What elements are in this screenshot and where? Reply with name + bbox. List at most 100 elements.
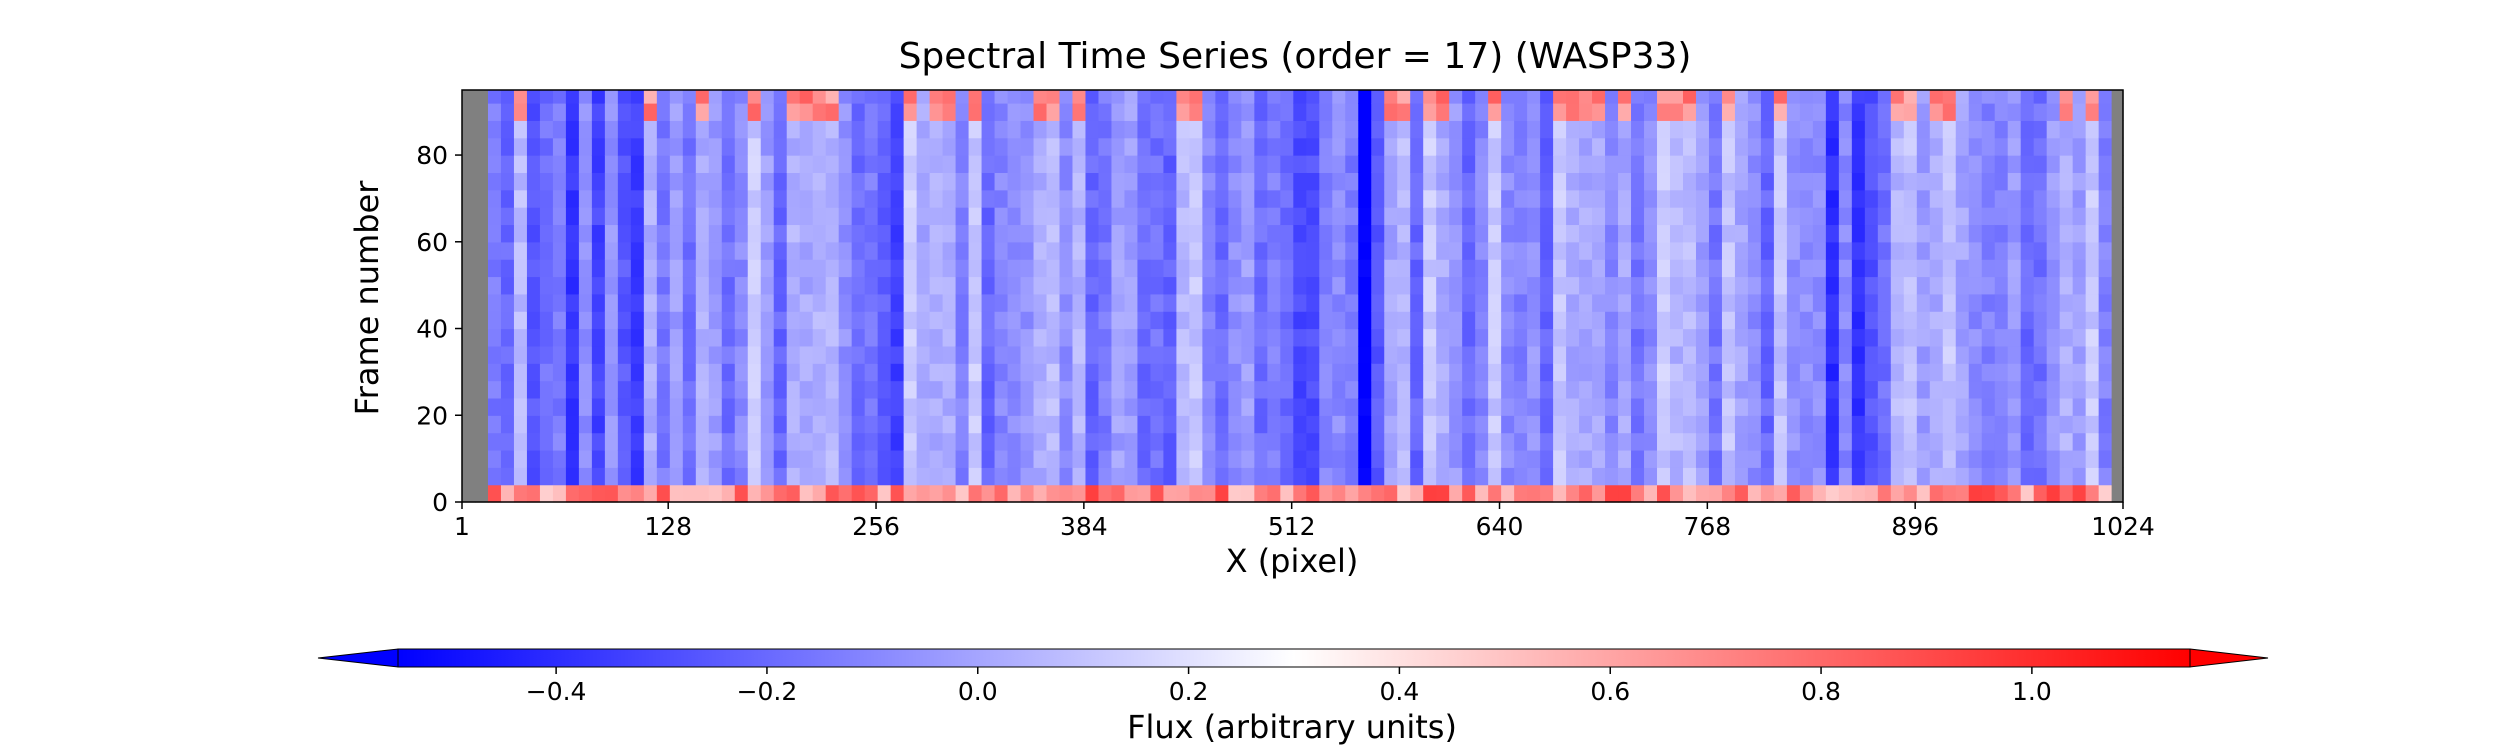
heatmap-cell xyxy=(695,380,710,399)
heatmap-cell xyxy=(994,90,1009,104)
heatmap-cell xyxy=(1981,207,1996,226)
heatmap-cell xyxy=(1150,189,1165,208)
heatmap-cell xyxy=(1046,103,1061,121)
heatmap-cell xyxy=(1618,120,1632,139)
heatmap-cell xyxy=(1098,259,1113,278)
heatmap-cell xyxy=(1267,363,1281,382)
heatmap-cell xyxy=(916,120,931,139)
heatmap-cell xyxy=(1631,241,1645,260)
heatmap-cell xyxy=(1579,155,1593,173)
heatmap-cell xyxy=(617,155,632,173)
heatmap-cell xyxy=(786,363,801,382)
heatmap-cell xyxy=(1371,380,1385,399)
heatmap-cell xyxy=(1657,137,1671,156)
heatmap-cell xyxy=(1488,103,1502,121)
heatmap-cell xyxy=(1449,380,1463,399)
heatmap-cell xyxy=(630,137,645,156)
heatmap-cell xyxy=(1695,484,1710,503)
heatmap-cell xyxy=(1267,484,1281,503)
heatmap-cell xyxy=(1397,415,1411,434)
heatmap-cell xyxy=(773,293,788,312)
heatmap-cell xyxy=(1124,155,1139,173)
heatmap-cell xyxy=(1618,155,1632,173)
heatmap-cell xyxy=(1566,241,1580,260)
heatmap-cell xyxy=(1163,328,1178,347)
heatmap-cell xyxy=(1864,103,1879,121)
heatmap-cell xyxy=(851,293,866,312)
heatmap-cell xyxy=(1449,155,1463,173)
heatmap-cell xyxy=(1695,328,1710,347)
heatmap-cell xyxy=(864,90,879,104)
heatmap-cell xyxy=(1267,103,1281,121)
heatmap-cell xyxy=(786,397,801,416)
heatmap-cell xyxy=(968,224,983,243)
heatmap-cell xyxy=(2111,363,2124,382)
heatmap-cell xyxy=(1150,155,1165,173)
heatmap-cell xyxy=(1254,345,1268,364)
heatmap-cell xyxy=(929,103,944,121)
heatmap-cell xyxy=(942,415,957,434)
heatmap-cell xyxy=(1111,363,1126,382)
heatmap-cell xyxy=(630,345,645,364)
heatmap-cell xyxy=(1605,345,1619,364)
heatmap-cell xyxy=(1228,484,1242,503)
heatmap-cell xyxy=(838,363,853,382)
heatmap-cell xyxy=(890,155,905,173)
heatmap-cell xyxy=(1929,449,1944,468)
heatmap-cell xyxy=(1553,415,1567,434)
heatmap-cell xyxy=(890,484,905,503)
heatmap-cell xyxy=(1241,449,1255,468)
heatmap-cell xyxy=(1020,467,1035,486)
heatmap-cell xyxy=(1942,276,1957,295)
heatmap-cell xyxy=(1864,224,1879,243)
heatmap-cell xyxy=(1280,103,1294,121)
heatmap-cell xyxy=(1215,207,1229,226)
heatmap-cell xyxy=(1280,345,1294,364)
heatmap-cell xyxy=(1111,103,1126,121)
heatmap-cell xyxy=(643,328,658,347)
heatmap-cell xyxy=(526,311,541,330)
heatmap-cell xyxy=(1124,380,1139,399)
heatmap-cell xyxy=(1592,397,1606,416)
heatmap-cell xyxy=(1566,103,1580,121)
heatmap-cell xyxy=(1436,415,1450,434)
heatmap-cell xyxy=(1397,120,1411,139)
heatmap-cell xyxy=(1293,137,1307,156)
heatmap-cell xyxy=(1332,172,1346,191)
heatmap-cell xyxy=(1189,90,1203,104)
heatmap-cell xyxy=(1734,90,1749,104)
heatmap-cell xyxy=(1579,328,1593,347)
heatmap-cell xyxy=(1657,380,1671,399)
heatmap-cell xyxy=(968,276,983,295)
heatmap-cell xyxy=(1553,224,1567,243)
heatmap-cell xyxy=(812,397,827,416)
heatmap-cell xyxy=(2020,449,2035,468)
heatmap-cell xyxy=(1371,241,1385,260)
heatmap-cell xyxy=(462,432,476,451)
heatmap-cell xyxy=(1695,293,1710,312)
heatmap-cell xyxy=(2033,90,2048,104)
heatmap-cell xyxy=(981,137,996,156)
heatmap-cell xyxy=(2046,259,2061,278)
x-tick-label: 1024 xyxy=(2091,512,2155,541)
heatmap-cell xyxy=(1695,311,1710,330)
heatmap-cell xyxy=(1877,415,1892,434)
heatmap-cell xyxy=(1786,120,1801,139)
heatmap-cell xyxy=(1176,207,1190,226)
heatmap-cell xyxy=(1501,345,1515,364)
heatmap-cell xyxy=(838,224,853,243)
heatmap-cell xyxy=(1682,276,1697,295)
heatmap-cell xyxy=(1592,259,1606,278)
heatmap-cell xyxy=(1215,432,1229,451)
heatmap-cell xyxy=(734,207,749,226)
heatmap-cell xyxy=(1838,363,1853,382)
heatmap-cell xyxy=(1734,224,1749,243)
heatmap-cell xyxy=(526,137,541,156)
heatmap-cell xyxy=(1215,276,1229,295)
heatmap-cell xyxy=(669,311,684,330)
heatmap-cell xyxy=(1124,415,1139,434)
heatmap-cell xyxy=(1254,207,1268,226)
heatmap-cell xyxy=(1981,345,1996,364)
heatmap-cell xyxy=(565,345,580,364)
heatmap-cell xyxy=(500,120,515,139)
